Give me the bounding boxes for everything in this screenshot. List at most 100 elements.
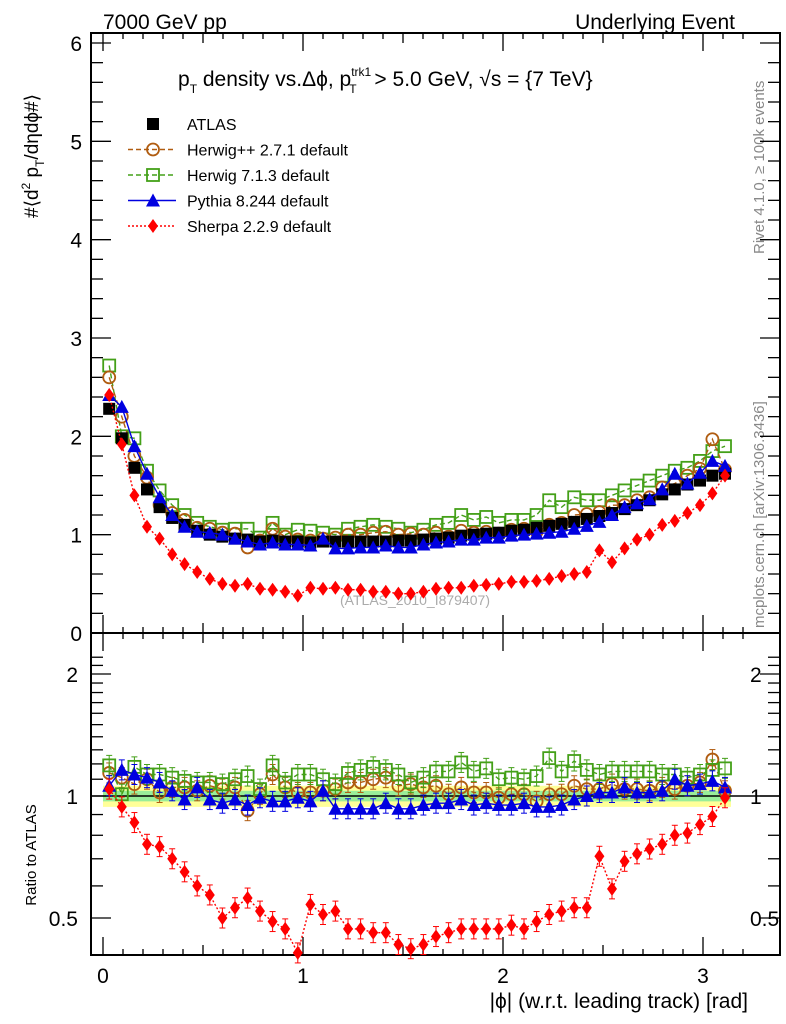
main-pythia-point (454, 532, 469, 546)
ratio-sherpa-point (506, 918, 517, 933)
main-sherpa-point (657, 517, 668, 532)
ratio-sherpa-point (569, 900, 580, 915)
ratio-sherpa-point (116, 799, 127, 814)
ratio-herwig7-point (542, 751, 557, 766)
main-sherpa-point (431, 581, 441, 596)
legend-marker (146, 142, 160, 157)
title-tail: > 5.0 GeV, √s = {7 TeV} (369, 68, 593, 91)
main-y-tick-label: 5 (70, 131, 82, 154)
ratio-pythia-point (416, 798, 431, 812)
main-pythia-point (341, 541, 355, 555)
title-p: p (178, 68, 190, 91)
ratio-herwig7-point (278, 775, 293, 790)
ratio-pythia-point (605, 785, 619, 799)
ratio-sherpa-point (318, 907, 328, 922)
ratio-herwig7-point (265, 758, 280, 773)
main-atlas-point (128, 461, 141, 474)
ratio-sherpa-point (443, 925, 454, 940)
analysis-watermark: (ATLAS_2010_I879407) (340, 592, 490, 608)
ratio-pythia-point (479, 796, 494, 810)
main-herwig7-point (466, 513, 481, 527)
ratio-sherpa-point (242, 891, 253, 906)
main-sherpa-point (607, 555, 617, 570)
ratio-sherpa-point (292, 945, 303, 960)
ylabel-sub: T (33, 159, 47, 167)
main-pythia-point (491, 530, 506, 544)
ratio-xlabel: |ϕ| (w.r.t. leading track) [rad] (490, 990, 748, 1013)
ratio-sherpa-point (644, 841, 655, 856)
ylabel-post: /dηdϕ#⟩ (22, 94, 43, 160)
ratio-sherpa-point (493, 921, 504, 936)
ratio-sherpa-point (368, 925, 379, 940)
ratio-sherpa-point (405, 941, 416, 956)
main-pythia-point (680, 476, 695, 490)
ratio-pythia-point (630, 785, 644, 799)
main-pythia-point (655, 482, 670, 496)
ratio-pythia-point (190, 780, 205, 794)
ratio-sherpa-point (355, 921, 366, 936)
ratio-pythia-point (378, 796, 393, 810)
ratio-y-tick-label-left: 2 (66, 664, 78, 687)
main-pythia-point (667, 466, 682, 480)
main-pythia-point (542, 525, 557, 539)
main-sherpa-point (720, 468, 730, 483)
main-herwig7-point (265, 515, 280, 530)
x-tick-label: 1 (297, 965, 309, 988)
main-ylabel: #⟨d2 pT/dηdϕ#⟩ (19, 94, 47, 218)
x-tick-label: 2 (497, 965, 509, 988)
ratio-pythia-point (579, 789, 594, 802)
main-sherpa-point (506, 574, 517, 589)
main-sherpa-point (179, 557, 190, 572)
ratio-pythia-point (667, 772, 682, 786)
ratio-y-tick-label-right: 0.5 (750, 908, 779, 931)
main-sherpa-point (405, 586, 416, 601)
ratio-plot-frame (90, 632, 781, 956)
ratio-sherpa-point (431, 929, 441, 944)
ratio-sherpa-point (230, 900, 240, 915)
main-pythia-point (378, 538, 393, 552)
ratio-sherpa-point (695, 817, 705, 832)
legend-item-herwig7: Herwig 7.1.3 default (128, 168, 330, 185)
ylabel-pre: #⟨d (22, 189, 43, 218)
main-pythia-point (127, 439, 142, 453)
ratio-pythia-point (693, 777, 707, 791)
ratio-sherpa-series (104, 778, 730, 964)
main-sherpa-point (343, 582, 353, 597)
main-sherpa-point (380, 584, 391, 599)
main-sherpa-point (255, 581, 265, 596)
ratio-pythia-point (140, 770, 154, 784)
plot-frames (90, 32, 781, 956)
main-pythia-point (718, 458, 732, 472)
main-atlas-point (141, 483, 153, 496)
legend-label: Pythia 8.244 default (187, 194, 329, 211)
ratio-pythia-point (567, 792, 582, 806)
main-sherpa-point (280, 584, 291, 599)
ratio-pythia-point (278, 794, 293, 808)
ratio-pythia-point (680, 778, 695, 792)
main-sherpa-point (569, 567, 580, 581)
ratio-sherpa-point (343, 921, 353, 936)
ratio-pythia-point (705, 773, 720, 787)
main-sherpa-point (116, 437, 127, 452)
ratio-sherpa-point (393, 937, 404, 952)
main-pythia-point (466, 532, 481, 546)
ratio-sherpa-point (556, 904, 567, 919)
main-sherpa-point (242, 576, 253, 591)
title-sup-trk1: trk1 (351, 65, 371, 79)
main-sherpa-point (368, 584, 379, 599)
main-herwigpp-point (102, 370, 117, 385)
main-sherpa-point (154, 531, 165, 546)
ratio-sherpa-point (657, 837, 668, 852)
main-pythia-point (140, 466, 154, 480)
ratio-sherpa-point (154, 839, 165, 854)
ratio-pythia-point (441, 796, 456, 810)
main-herwigpp-point (705, 432, 720, 447)
main-pythia-point (479, 530, 494, 544)
main-atlas-point (706, 469, 719, 482)
main-sherpa-point (167, 547, 178, 562)
ratio-herwig7-point (240, 769, 255, 783)
legend-label: Sherpa 2.2.9 default (187, 219, 332, 236)
main-pythia-point (240, 534, 255, 548)
main-sherpa-point (217, 576, 228, 591)
